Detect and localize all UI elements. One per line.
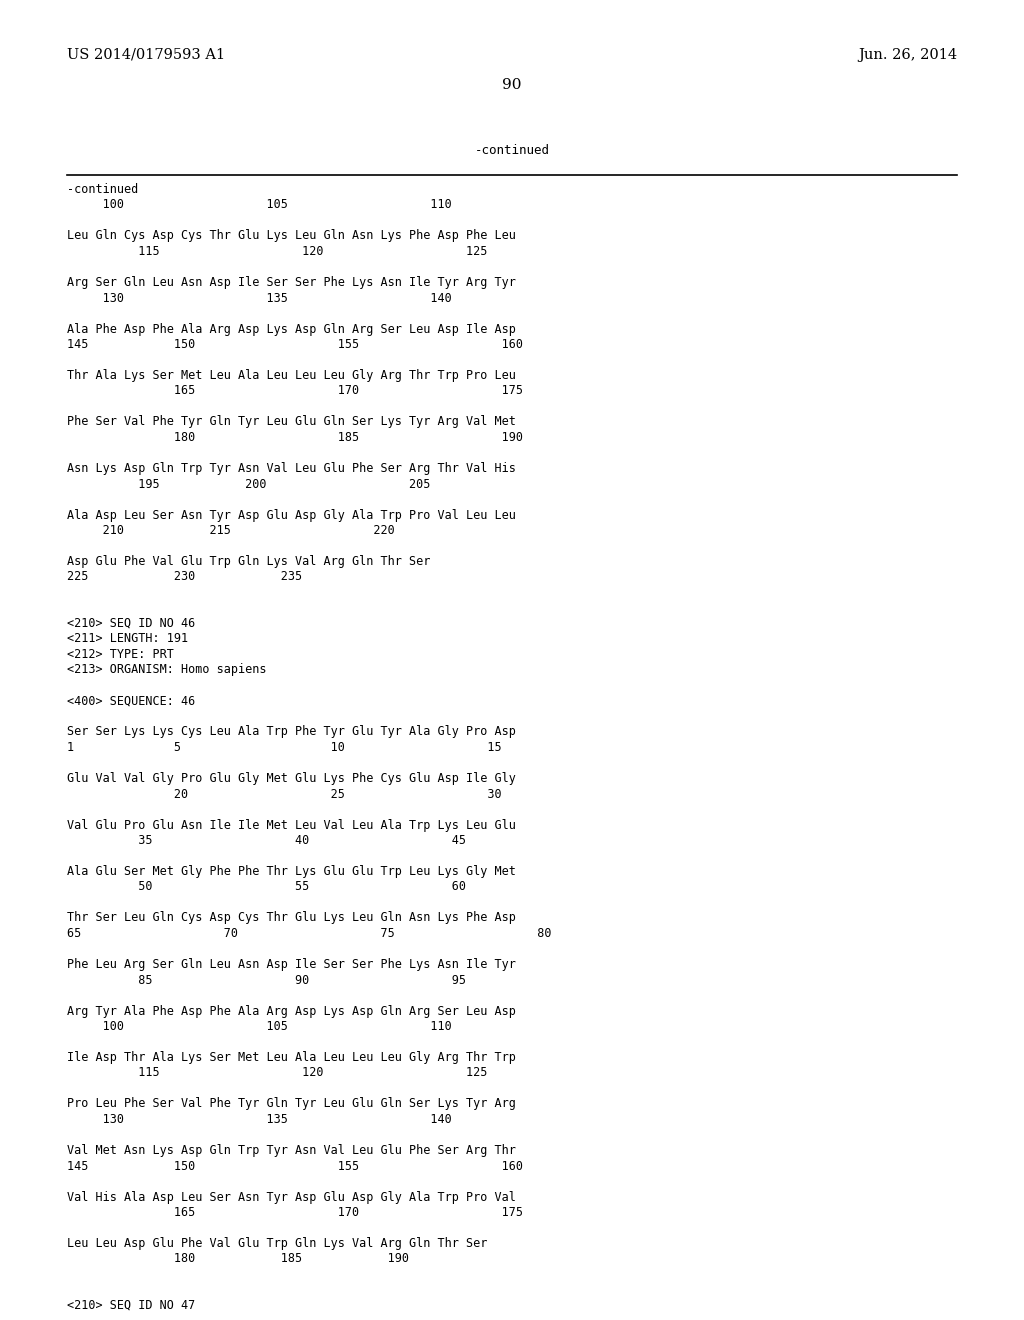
Text: 85                    90                    95: 85 90 95 [67, 974, 466, 986]
Text: 20                    25                    30: 20 25 30 [67, 788, 502, 800]
Text: 90: 90 [502, 78, 522, 92]
Text: 65                    70                    75                    80: 65 70 75 80 [67, 927, 552, 940]
Text: 100                    105                    110: 100 105 110 [67, 198, 452, 211]
Text: <400> SEQUENCE: 46: <400> SEQUENCE: 46 [67, 694, 196, 708]
Text: Pro Leu Phe Ser Val Phe Tyr Gln Tyr Leu Glu Gln Ser Lys Tyr Arg: Pro Leu Phe Ser Val Phe Tyr Gln Tyr Leu … [67, 1097, 516, 1110]
Text: <212> TYPE: PRT: <212> TYPE: PRT [67, 648, 174, 661]
Text: Ala Phe Asp Phe Ala Arg Asp Lys Asp Gln Arg Ser Leu Asp Ile Asp: Ala Phe Asp Phe Ala Arg Asp Lys Asp Gln … [67, 322, 516, 335]
Text: 180            185            190: 180 185 190 [67, 1253, 409, 1266]
Text: Phe Ser Val Phe Tyr Gln Tyr Leu Glu Gln Ser Lys Tyr Arg Val Met: Phe Ser Val Phe Tyr Gln Tyr Leu Glu Gln … [67, 416, 516, 429]
Text: 50                    55                    60: 50 55 60 [67, 880, 466, 894]
Text: Leu Gln Cys Asp Cys Thr Glu Lys Leu Gln Asn Lys Phe Asp Phe Leu: Leu Gln Cys Asp Cys Thr Glu Lys Leu Gln … [67, 230, 516, 243]
Text: <211> LENGTH: 191: <211> LENGTH: 191 [67, 632, 188, 645]
Text: Asn Lys Asp Gln Trp Tyr Asn Val Leu Glu Phe Ser Arg Thr Val His: Asn Lys Asp Gln Trp Tyr Asn Val Leu Glu … [67, 462, 516, 475]
Text: Glu Val Val Gly Pro Glu Gly Met Glu Lys Phe Cys Glu Asp Ile Gly: Glu Val Val Gly Pro Glu Gly Met Glu Lys … [67, 772, 516, 785]
Text: Thr Ser Leu Gln Cys Asp Cys Thr Glu Lys Leu Gln Asn Lys Phe Asp: Thr Ser Leu Gln Cys Asp Cys Thr Glu Lys … [67, 912, 516, 924]
Text: Thr Ala Lys Ser Met Leu Ala Leu Leu Leu Gly Arg Thr Trp Pro Leu: Thr Ala Lys Ser Met Leu Ala Leu Leu Leu … [67, 370, 516, 381]
Text: Phe Leu Arg Ser Gln Leu Asn Asp Ile Ser Ser Phe Lys Asn Ile Tyr: Phe Leu Arg Ser Gln Leu Asn Asp Ile Ser … [67, 958, 516, 972]
Text: Ala Glu Ser Met Gly Phe Phe Thr Lys Glu Glu Trp Leu Lys Gly Met: Ala Glu Ser Met Gly Phe Phe Thr Lys Glu … [67, 865, 516, 878]
Text: Val Met Asn Lys Asp Gln Trp Tyr Asn Val Leu Glu Phe Ser Arg Thr: Val Met Asn Lys Asp Gln Trp Tyr Asn Val … [67, 1144, 516, 1158]
Text: Ile Asp Thr Ala Lys Ser Met Leu Ala Leu Leu Leu Gly Arg Thr Trp: Ile Asp Thr Ala Lys Ser Met Leu Ala Leu … [67, 1051, 516, 1064]
Text: Ser Ser Lys Lys Cys Leu Ala Trp Phe Tyr Glu Tyr Ala Gly Pro Asp: Ser Ser Lys Lys Cys Leu Ala Trp Phe Tyr … [67, 726, 516, 738]
Text: Asp Glu Phe Val Glu Trp Gln Lys Val Arg Gln Thr Ser: Asp Glu Phe Val Glu Trp Gln Lys Val Arg … [67, 554, 430, 568]
Text: Arg Tyr Ala Phe Asp Phe Ala Arg Asp Lys Asp Gln Arg Ser Leu Asp: Arg Tyr Ala Phe Asp Phe Ala Arg Asp Lys … [67, 1005, 516, 1018]
Text: Jun. 26, 2014: Jun. 26, 2014 [858, 48, 957, 62]
Text: 210            215                    220: 210 215 220 [67, 524, 394, 537]
Text: 100                    105                    110: 100 105 110 [67, 1020, 452, 1034]
Text: 35                    40                    45: 35 40 45 [67, 834, 466, 847]
Text: 145            150                    155                    160: 145 150 155 160 [67, 1159, 523, 1172]
Text: Val Glu Pro Glu Asn Ile Ile Met Leu Val Leu Ala Trp Lys Leu Glu: Val Glu Pro Glu Asn Ile Ile Met Leu Val … [67, 818, 516, 832]
Text: <213> ORGANISM: Homo sapiens: <213> ORGANISM: Homo sapiens [67, 664, 266, 676]
Text: Ala Asp Leu Ser Asn Tyr Asp Glu Asp Gly Ala Trp Pro Val Leu Leu: Ala Asp Leu Ser Asn Tyr Asp Glu Asp Gly … [67, 508, 516, 521]
Text: 115                    120                    125: 115 120 125 [67, 246, 487, 257]
Text: 1              5                     10                    15: 1 5 10 15 [67, 741, 502, 754]
Text: Val His Ala Asp Leu Ser Asn Tyr Asp Glu Asp Gly Ala Trp Pro Val: Val His Ala Asp Leu Ser Asn Tyr Asp Glu … [67, 1191, 516, 1204]
Text: US 2014/0179593 A1: US 2014/0179593 A1 [67, 48, 225, 62]
Text: 180                    185                    190: 180 185 190 [67, 432, 523, 444]
Text: -continued: -continued [474, 144, 550, 157]
Text: 130                    135                    140: 130 135 140 [67, 292, 452, 305]
Text: 130                    135                    140: 130 135 140 [67, 1113, 452, 1126]
Text: 165                    170                    175: 165 170 175 [67, 1206, 523, 1218]
Text: <210> SEQ ID NO 47: <210> SEQ ID NO 47 [67, 1299, 196, 1312]
Text: Arg Ser Gln Leu Asn Asp Ile Ser Ser Phe Lys Asn Ile Tyr Arg Tyr: Arg Ser Gln Leu Asn Asp Ile Ser Ser Phe … [67, 276, 516, 289]
Text: 165                    170                    175: 165 170 175 [67, 384, 523, 397]
Text: 195            200                    205: 195 200 205 [67, 478, 430, 491]
Text: 225            230            235: 225 230 235 [67, 570, 302, 583]
Text: -continued: -continued [67, 183, 138, 195]
Text: <210> SEQ ID NO 46: <210> SEQ ID NO 46 [67, 616, 196, 630]
Text: 145            150                    155                    160: 145 150 155 160 [67, 338, 523, 351]
Text: Leu Leu Asp Glu Phe Val Glu Trp Gln Lys Val Arg Gln Thr Ser: Leu Leu Asp Glu Phe Val Glu Trp Gln Lys … [67, 1237, 487, 1250]
Text: 115                    120                    125: 115 120 125 [67, 1067, 487, 1080]
